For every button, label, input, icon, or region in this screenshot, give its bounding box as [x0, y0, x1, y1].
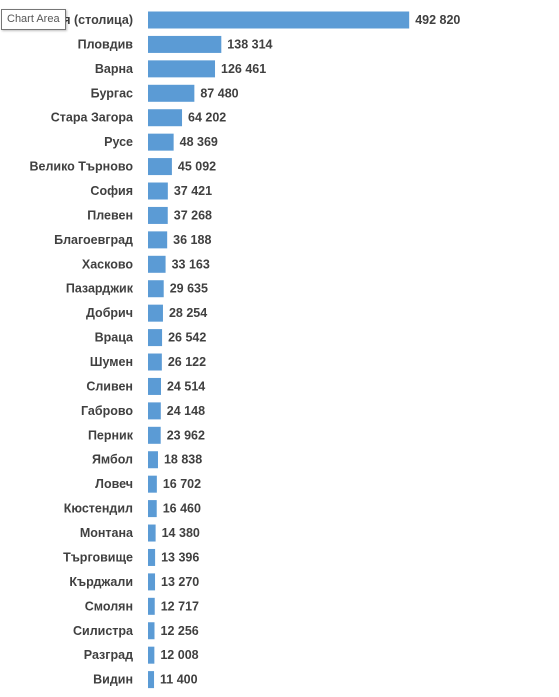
- category-label: Ловеч: [95, 477, 133, 491]
- bar-series: [148, 11, 410, 689]
- category-label: Видин: [93, 673, 133, 687]
- category-label: Монтана: [80, 526, 134, 540]
- bar[interactable]: [148, 304, 163, 322]
- data-label: 87 480: [200, 86, 238, 100]
- bar[interactable]: [148, 84, 195, 102]
- bar[interactable]: [148, 573, 156, 591]
- data-label: 18 838: [164, 453, 202, 467]
- category-label: Пловдив: [78, 37, 134, 51]
- category-label: Бургас: [91, 86, 133, 100]
- bar[interactable]: [148, 646, 155, 664]
- bar[interactable]: [148, 206, 168, 224]
- bar[interactable]: [148, 671, 155, 689]
- bar[interactable]: [148, 377, 161, 395]
- bar[interactable]: [148, 35, 222, 53]
- data-label: 26 542: [168, 331, 206, 345]
- data-label: 48 369: [180, 135, 218, 149]
- category-label: Перник: [88, 428, 134, 442]
- category-label: Хасково: [82, 257, 133, 271]
- data-label: 24 514: [167, 379, 205, 393]
- bar[interactable]: [148, 182, 168, 200]
- chart-area-tooltip: Chart Area: [1, 9, 66, 30]
- data-label: 28 254: [169, 306, 207, 320]
- category-label: Плевен: [87, 208, 133, 222]
- data-label: 64 202: [188, 111, 226, 125]
- category-label: Добрич: [86, 306, 133, 320]
- bar[interactable]: [148, 11, 410, 29]
- category-label: Шумен: [90, 355, 133, 369]
- category-label: Габрово: [81, 404, 133, 418]
- category-label: Кюстендил: [64, 502, 133, 516]
- data-label: 37 421: [174, 184, 212, 198]
- data-label: 138 314: [227, 37, 272, 51]
- data-label: 11 400: [160, 673, 198, 687]
- data-label: 13 270: [161, 575, 199, 589]
- data-label: 29 635: [170, 282, 208, 296]
- bar[interactable]: [148, 60, 216, 78]
- category-label: Пазарджик: [66, 282, 134, 296]
- category-label: Кърджали: [69, 575, 133, 589]
- category-label: София: [90, 184, 133, 198]
- category-label: Ямбол: [92, 453, 133, 467]
- bar[interactable]: [148, 402, 161, 420]
- category-label: Велико Търново: [29, 160, 133, 174]
- category-label: Сливен: [86, 379, 133, 393]
- data-label: 26 122: [168, 355, 206, 369]
- bar[interactable]: [148, 524, 156, 542]
- category-label: Стара Загора: [51, 111, 134, 125]
- data-label: 14 380: [162, 526, 200, 540]
- data-label: 33 163: [172, 257, 210, 271]
- bar[interactable]: [148, 231, 168, 249]
- data-label: 24 148: [167, 404, 205, 418]
- data-label: 12 008: [160, 648, 198, 662]
- category-label: Благоевград: [54, 233, 133, 247]
- category-label: Силистра: [73, 624, 134, 638]
- bar[interactable]: [148, 548, 156, 566]
- bar[interactable]: [148, 475, 157, 493]
- category-label: Враца: [95, 331, 134, 345]
- bar[interactable]: [148, 500, 157, 518]
- data-label: 16 702: [163, 477, 201, 491]
- bar[interactable]: [148, 329, 163, 347]
- category-label: Търговище: [63, 550, 133, 564]
- data-label: 16 460: [163, 502, 201, 516]
- bar[interactable]: [148, 280, 164, 298]
- category-label: Разград: [84, 648, 133, 662]
- data-label: 45 092: [178, 160, 216, 174]
- bar[interactable]: [148, 451, 158, 469]
- category-label: Варна: [95, 62, 134, 76]
- data-label: 492 820: [415, 13, 460, 27]
- bar[interactable]: [148, 109, 183, 127]
- data-label: 13 396: [161, 550, 199, 564]
- bar[interactable]: [148, 597, 155, 615]
- bar[interactable]: [148, 622, 155, 640]
- bar[interactable]: [148, 255, 166, 273]
- data-labels: 492 820 138 314 126 461 87 480 64 202 48 369 4…: [160, 13, 460, 687]
- data-label: 36 188: [173, 233, 211, 247]
- data-label: 12 256: [161, 624, 199, 638]
- category-label: Смолян: [85, 599, 133, 613]
- bar[interactable]: [148, 426, 161, 444]
- bar[interactable]: [148, 133, 174, 151]
- bar[interactable]: [148, 353, 162, 371]
- category-label: Русе: [104, 135, 133, 149]
- data-label: 126 461: [221, 62, 266, 76]
- bar[interactable]: [148, 158, 172, 176]
- data-label: 12 717: [161, 599, 199, 613]
- data-label: 23 962: [167, 428, 205, 442]
- data-label: 37 268: [174, 208, 212, 222]
